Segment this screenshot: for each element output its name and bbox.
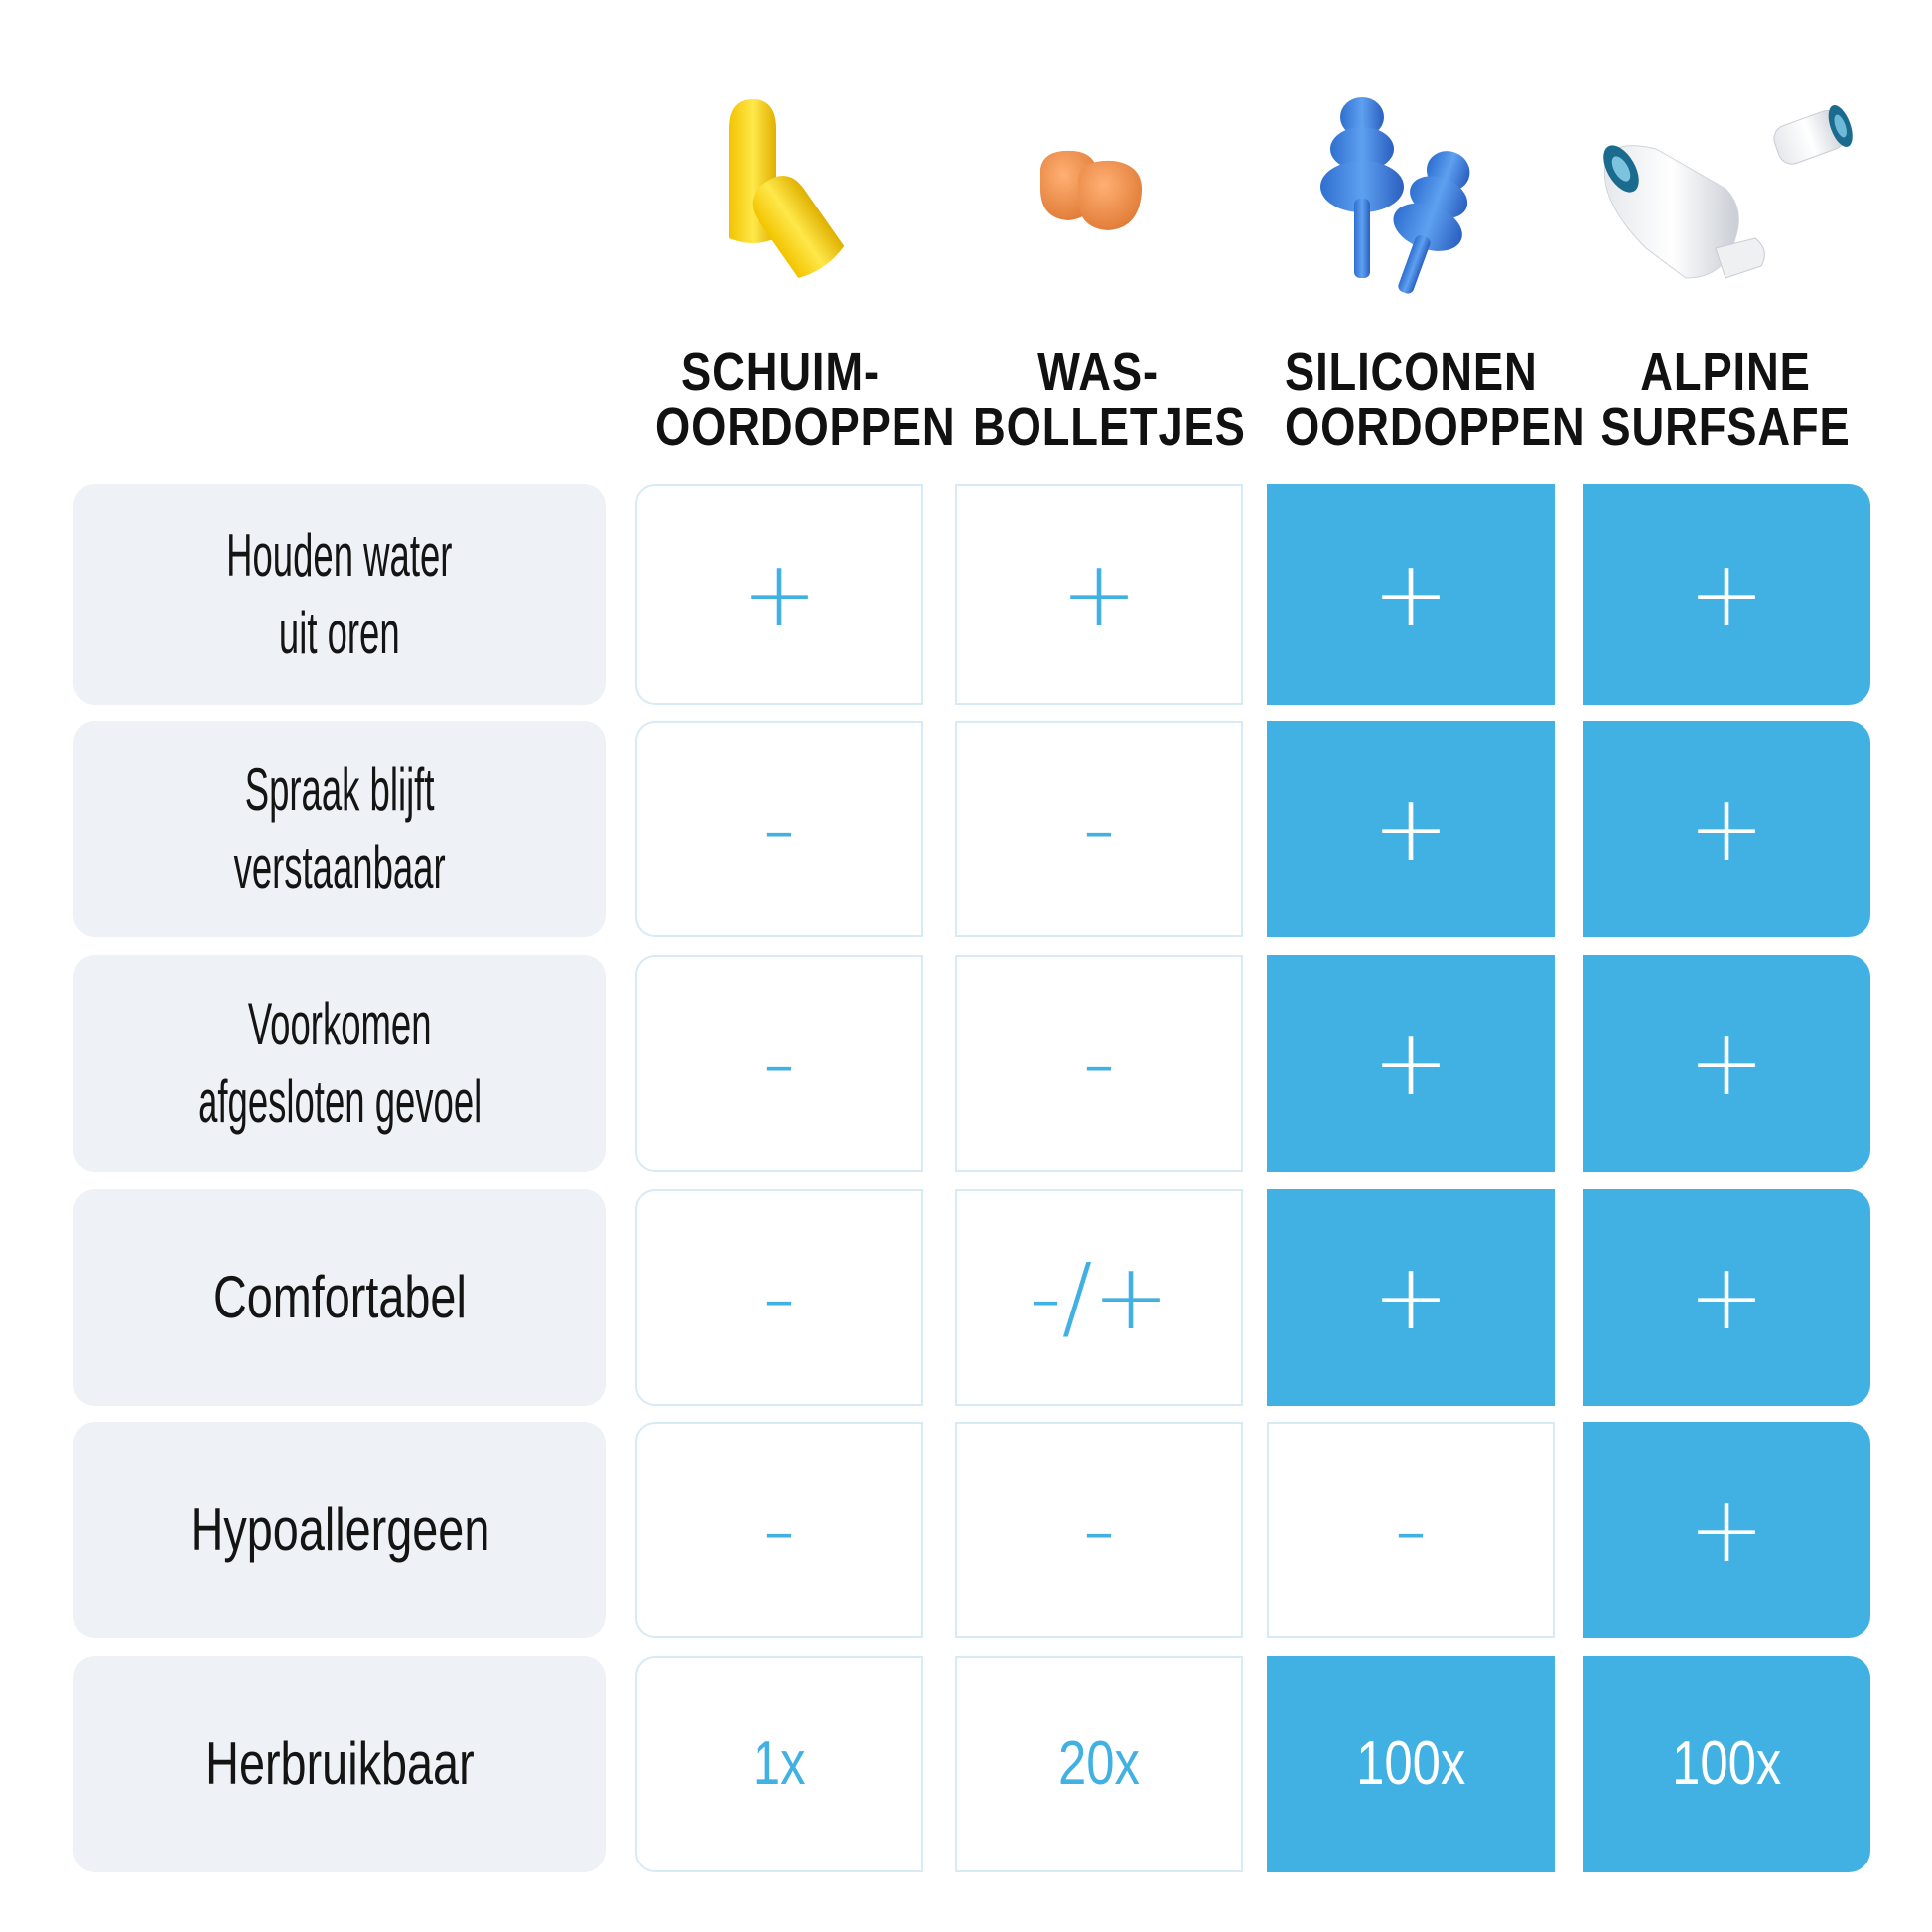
orange-wax-balls-icon xyxy=(1040,150,1143,230)
cell-comfort-wax: -/+ xyxy=(955,1189,1243,1406)
cell-reuse-silicone: 100x xyxy=(1267,1656,1555,1872)
cell-comfort-foam: - xyxy=(635,1189,923,1406)
product-name: ALPINE SURFSAFE xyxy=(1600,343,1851,457)
product-name: SILICONEN OORDOPPEN xyxy=(1285,343,1586,457)
cell-hypo-foam: - xyxy=(635,1422,923,1638)
product-header-wax: WAS- BOLLETJES xyxy=(949,79,1247,477)
cell-closed-alpine: + xyxy=(1583,955,1870,1172)
product-header-alpine: ALPINE SURFSAFE xyxy=(1577,79,1874,477)
cell-hypo-wax: - xyxy=(955,1422,1243,1638)
cell-comfort-silicone: + xyxy=(1267,1189,1555,1406)
row-label-comfort: Comfortabel xyxy=(73,1189,606,1406)
cell-speech-silicone: + xyxy=(1267,721,1555,937)
cell-speech-alpine: + xyxy=(1583,721,1870,937)
cell-hypo-silicone: - xyxy=(1267,1422,1555,1638)
product-header-foam: SCHUIM- OORDOPPEN xyxy=(631,79,956,477)
cell-water-alpine: + xyxy=(1583,484,1870,705)
product-header-silicone: SILICONEN OORDOPPEN xyxy=(1261,79,1586,477)
cell-reuse-wax: 20x xyxy=(955,1656,1243,1872)
cell-closed-wax: - xyxy=(955,955,1243,1172)
cell-reuse-alpine: 100x xyxy=(1583,1656,1870,1872)
white-alpine-earplugs-icon xyxy=(1603,105,1853,279)
row-label-speech: Spraak blijft verstaanbaar xyxy=(73,721,606,937)
cell-water-foam: + xyxy=(635,484,923,705)
blue-silicone-earplugs-icon xyxy=(1320,97,1470,294)
row-label-water: Houden water uit oren xyxy=(73,484,606,705)
row-label-hypoallergenic: Hypoallergeen xyxy=(73,1422,606,1638)
cell-reuse-foam: 1x xyxy=(635,1656,923,1872)
cell-closed-foam: - xyxy=(635,955,923,1172)
row-label-reusable: Herbruikbaar xyxy=(73,1656,606,1872)
cell-comfort-alpine: + xyxy=(1583,1189,1870,1406)
cell-water-wax: + xyxy=(955,484,1243,705)
cell-water-silicone: + xyxy=(1267,484,1555,705)
product-name: SCHUIM- OORDOPPEN xyxy=(655,343,956,457)
cell-speech-foam: - xyxy=(635,721,923,937)
row-label-closed-feeling: Voorkomen afgesloten gevoel xyxy=(73,955,606,1172)
cell-closed-silicone: + xyxy=(1267,955,1555,1172)
yellow-foam-earplugs-icon xyxy=(729,99,845,278)
product-name: WAS- BOLLETJES xyxy=(973,343,1246,457)
cell-hypo-alpine: + xyxy=(1583,1422,1870,1638)
cell-speech-wax: - xyxy=(955,721,1243,937)
